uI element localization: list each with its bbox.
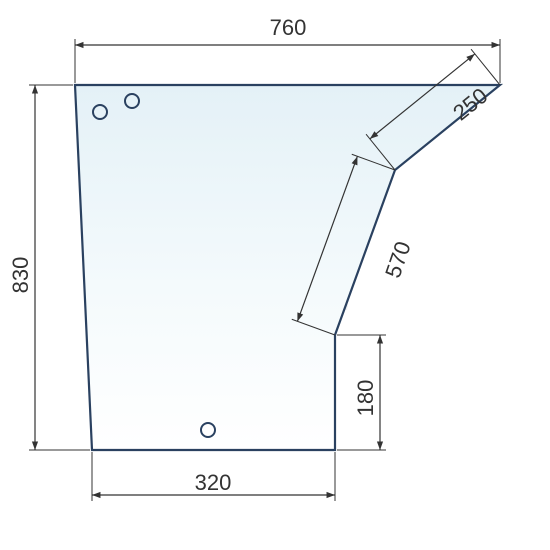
part-outline bbox=[75, 85, 500, 450]
dim-left-height: 830 bbox=[8, 257, 33, 294]
dim-top-width: 760 bbox=[270, 15, 307, 40]
dim-right-short: 180 bbox=[353, 380, 378, 417]
dim-diag-570: 570 bbox=[380, 238, 416, 281]
dim-bottom: 320 bbox=[195, 470, 232, 495]
